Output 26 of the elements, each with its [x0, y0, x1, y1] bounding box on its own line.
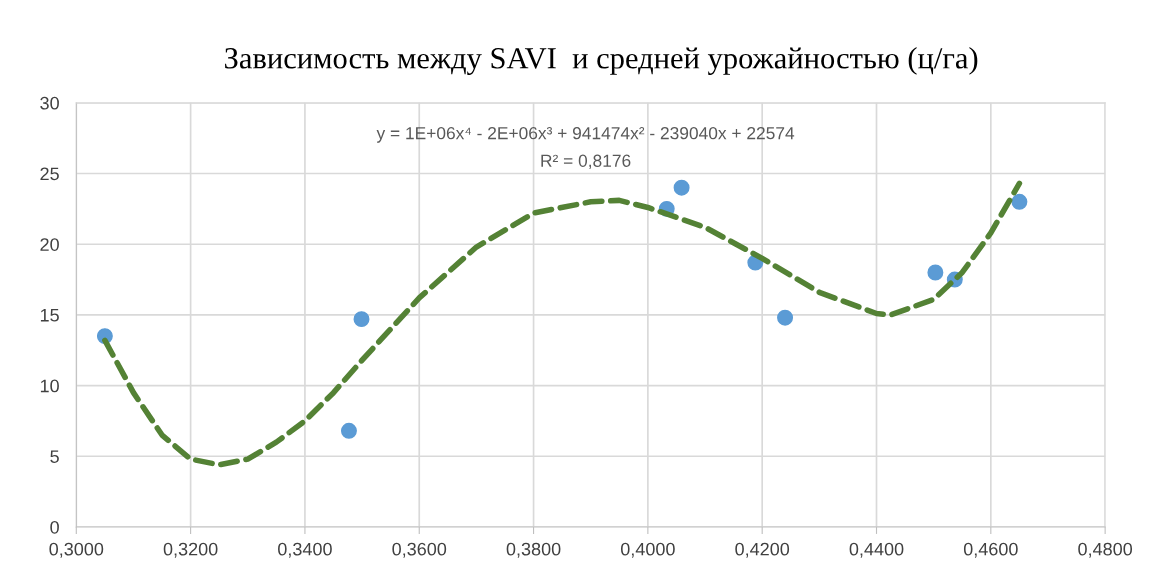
y-tick-label: 30	[40, 96, 59, 110]
x-tick-label: 0,3400	[278, 542, 332, 558]
annotation: y = 1E+06x⁴ - 2E+06x³ + 941474x² - 239040x + 22574	[376, 127, 795, 143]
y-tick-label: 10	[40, 379, 59, 393]
annotation: R² = 0,8176	[541, 154, 631, 169]
point	[927, 264, 944, 281]
point	[777, 309, 794, 326]
y-tick-label: 15	[40, 309, 59, 322]
y-tick-label: 5	[50, 450, 59, 463]
chart-title: Зависимость между SAVI и средней урожайностью (ц/га)	[225, 47, 978, 75]
point	[673, 179, 690, 196]
x-tick-label: 0,3800	[506, 542, 561, 558]
y-tick-label: 20	[40, 238, 59, 251]
x-tick-label: 0,3600	[392, 542, 447, 558]
point	[340, 422, 357, 439]
x-tick-label: 0,4000	[620, 542, 675, 558]
x-tick-label: 0,3200	[163, 542, 218, 558]
x-tick-label: 0,4600	[963, 542, 1018, 558]
point	[353, 311, 370, 328]
y-tick-label: 25	[40, 167, 59, 181]
point	[1011, 193, 1028, 210]
y-tick-label: 0	[50, 520, 59, 534]
x-tick-label: 0,4200	[735, 542, 790, 558]
x-tick-label: 0,4400	[849, 542, 904, 558]
x-tick-label: 0,4800	[1078, 542, 1133, 558]
x-tick-label: 0,3000	[49, 542, 104, 558]
